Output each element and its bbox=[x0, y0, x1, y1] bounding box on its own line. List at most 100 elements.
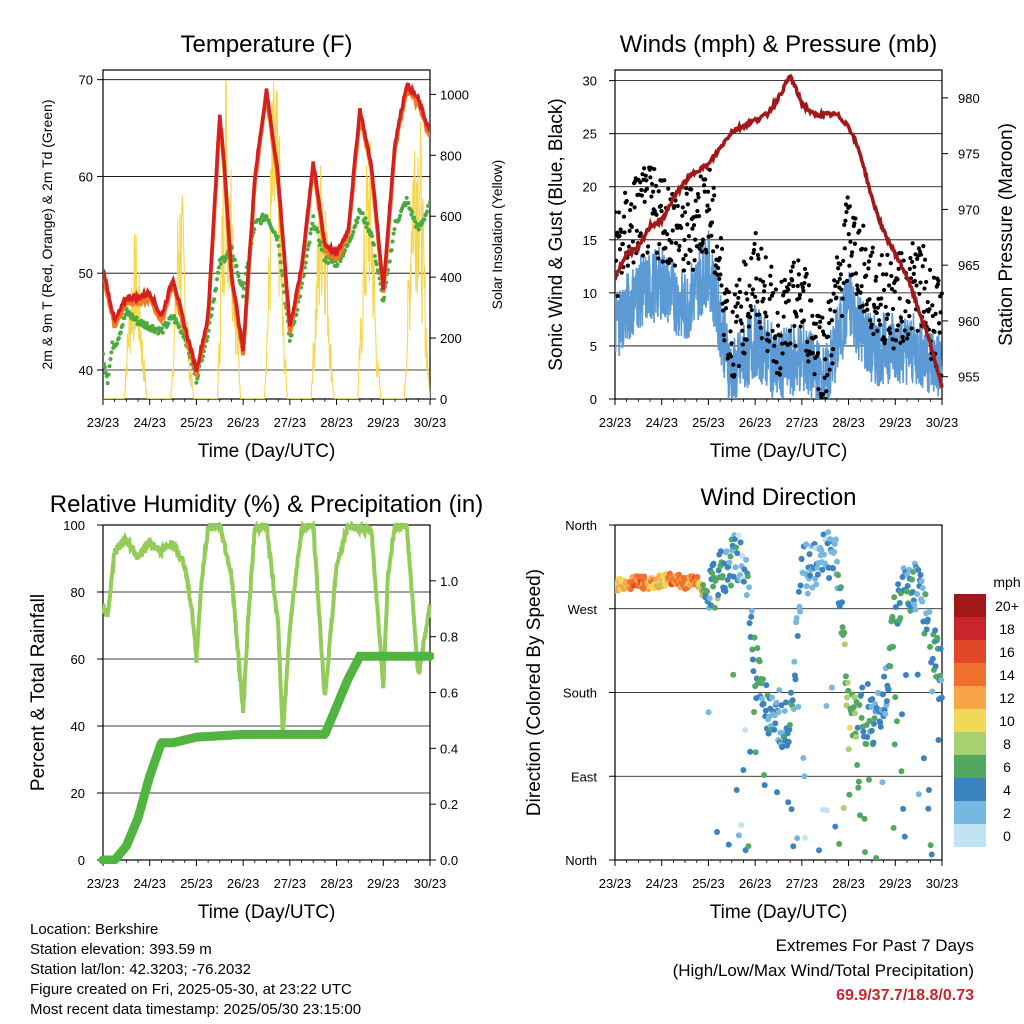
x-tick-label: 28/23 bbox=[320, 876, 353, 891]
gust-point bbox=[894, 328, 900, 333]
gust-point bbox=[649, 194, 654, 199]
gust-point bbox=[730, 309, 735, 314]
direction-point bbox=[901, 833, 908, 840]
dewpoint-point bbox=[235, 270, 240, 275]
gust-point bbox=[615, 230, 620, 235]
direction-point bbox=[773, 699, 780, 706]
direction-point bbox=[742, 727, 749, 734]
direction-point bbox=[861, 815, 868, 822]
direction-point bbox=[708, 569, 715, 576]
direction-point bbox=[785, 738, 792, 745]
gust-point bbox=[878, 302, 883, 307]
gust-point bbox=[871, 331, 876, 337]
gust-point bbox=[892, 289, 897, 294]
gust-point bbox=[906, 332, 911, 337]
direction-point bbox=[743, 556, 750, 563]
gust-point bbox=[889, 273, 894, 279]
dewpoint-point bbox=[397, 216, 402, 221]
gust-point bbox=[682, 237, 687, 243]
direction-point bbox=[735, 532, 742, 539]
direction-point bbox=[866, 717, 873, 724]
gust-point bbox=[885, 312, 891, 317]
dewpoint-point bbox=[103, 362, 106, 367]
gust-point bbox=[756, 312, 762, 317]
gust-point bbox=[714, 244, 720, 249]
gust-point bbox=[625, 263, 630, 268]
direction-point bbox=[796, 608, 803, 615]
direction-point bbox=[832, 536, 839, 543]
gust-point bbox=[806, 283, 812, 288]
direction-point bbox=[918, 578, 925, 585]
gust-point bbox=[929, 356, 934, 362]
gust-point bbox=[639, 187, 644, 193]
gust-point bbox=[700, 241, 705, 246]
gust-point bbox=[917, 249, 923, 254]
direction-point bbox=[781, 707, 788, 714]
gust-point bbox=[739, 321, 744, 326]
gust-point bbox=[882, 341, 887, 346]
colorbar-swatch bbox=[954, 824, 986, 847]
direction-point bbox=[845, 687, 852, 694]
direction-point bbox=[841, 641, 848, 648]
gust-point bbox=[884, 272, 889, 277]
dewpoint-point bbox=[351, 229, 356, 234]
gust-point bbox=[656, 189, 661, 194]
gust-point bbox=[681, 256, 686, 262]
temp-2m-series bbox=[103, 82, 430, 373]
direction-point bbox=[831, 540, 838, 547]
gust-point bbox=[813, 334, 818, 339]
direction-point bbox=[855, 784, 862, 791]
station-info: Location: Berkshire Station elevation: 3… bbox=[30, 920, 361, 1020]
gust-point bbox=[719, 283, 724, 288]
dewpoint-point bbox=[416, 227, 421, 232]
direction-point bbox=[790, 843, 797, 850]
gust-point bbox=[748, 303, 753, 309]
gust-point bbox=[736, 295, 741, 301]
gust-point bbox=[899, 251, 904, 256]
direction-point bbox=[899, 574, 906, 581]
direction-point bbox=[662, 582, 669, 589]
direction-point bbox=[734, 550, 741, 557]
gust-point bbox=[693, 198, 698, 203]
winds-chart: 23/23 24/23 25/23 26/23 27/23 28/23 29/23 30/23… bbox=[546, 31, 1017, 462]
plot-frame bbox=[102, 524, 431, 861]
x-tick-label: 23/23 bbox=[87, 876, 120, 891]
gust-point bbox=[749, 256, 754, 261]
gust-point bbox=[829, 353, 834, 358]
dewpoint-point bbox=[232, 257, 237, 262]
dewpoint-point bbox=[391, 231, 396, 236]
gust-point bbox=[889, 286, 895, 292]
x-tick-label: 25/23 bbox=[180, 415, 213, 430]
gust-point bbox=[719, 246, 725, 251]
gust-point bbox=[744, 291, 749, 296]
y-axis-title: Direction (Colored By Speed) bbox=[524, 569, 545, 816]
direction-point bbox=[869, 696, 876, 703]
direction-point bbox=[846, 791, 853, 798]
gust-point bbox=[743, 262, 748, 267]
direction-point bbox=[750, 668, 757, 675]
direction-point bbox=[923, 626, 930, 633]
gust-point bbox=[835, 280, 840, 285]
dewpoint-point bbox=[365, 221, 370, 226]
gust-point bbox=[912, 278, 918, 284]
gust-point bbox=[911, 271, 916, 277]
dewpoint-point bbox=[103, 351, 105, 356]
chart-title: Wind Direction bbox=[700, 484, 856, 511]
gust-point bbox=[756, 256, 761, 261]
gust-point bbox=[830, 361, 835, 366]
direction-point bbox=[794, 632, 801, 639]
direction-point bbox=[754, 645, 761, 652]
direction-point bbox=[892, 603, 899, 610]
gust-point bbox=[933, 311, 938, 316]
dewpoint-point bbox=[412, 215, 417, 220]
gust-point bbox=[909, 326, 914, 331]
gust-point bbox=[864, 273, 869, 278]
direction-point bbox=[854, 724, 861, 731]
y-right-tick-label: 980 bbox=[958, 91, 980, 106]
gust-point bbox=[810, 351, 815, 356]
y-tick-label: 15 bbox=[583, 233, 597, 248]
gust-point bbox=[629, 224, 634, 229]
x-tick-label: 24/23 bbox=[645, 876, 678, 891]
gust-point bbox=[842, 222, 847, 227]
direction-point bbox=[819, 566, 826, 573]
